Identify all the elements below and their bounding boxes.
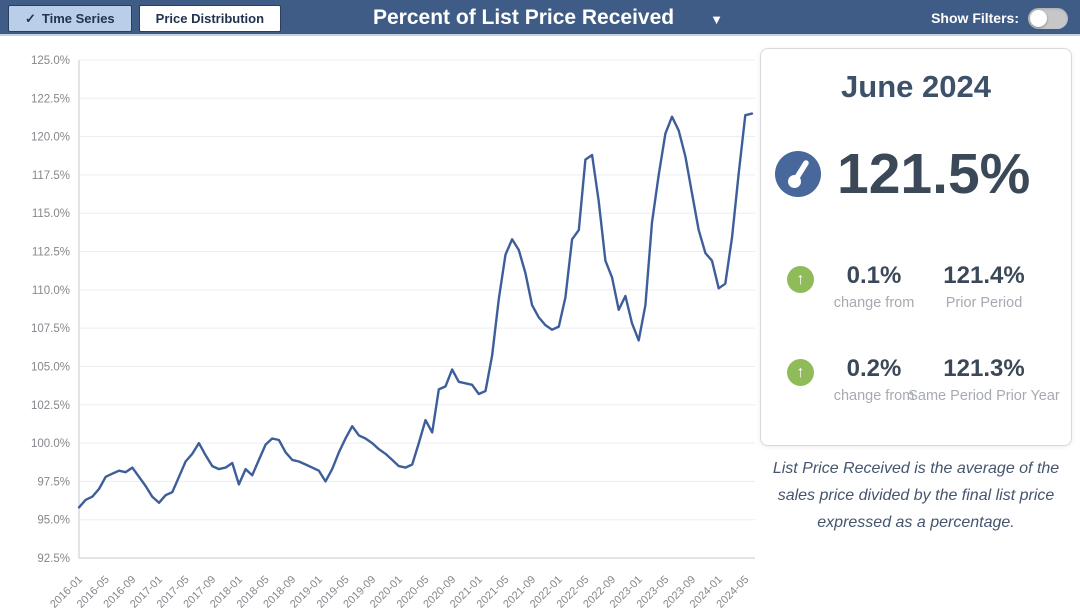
- svg-text:120.0%: 120.0%: [31, 132, 70, 144]
- compare-label: Same Period Prior Year: [908, 388, 1060, 404]
- filters-group: Show Filters:: [931, 0, 1068, 36]
- tab-price-distribution-label: Price Distribution: [155, 11, 265, 26]
- svg-text:117.5%: 117.5%: [32, 170, 70, 182]
- change-column: 0.2% change from: [817, 355, 931, 406]
- svg-text:95.0%: 95.0%: [37, 515, 70, 527]
- change-label: change from: [833, 388, 915, 404]
- compare-value: 121.3%: [943, 355, 1025, 382]
- svg-text:115.0%: 115.0%: [32, 208, 70, 220]
- svg-text:122.5%: 122.5%: [31, 93, 70, 105]
- svg-text:92.5%: 92.5%: [37, 553, 70, 565]
- compare-label: Prior Period: [945, 295, 1023, 311]
- change-column: 0.1% change from: [817, 262, 931, 313]
- svg-text:97.5%: 97.5%: [37, 476, 70, 488]
- change-value: 0.2%: [846, 355, 902, 382]
- up-arrow-icon: ↑: [787, 266, 814, 293]
- compare-column: 121.4% Prior Period: [903, 262, 1065, 313]
- show-filters-toggle[interactable]: [1028, 7, 1068, 29]
- svg-text:125.0%: 125.0%: [31, 55, 70, 67]
- svg-text:110.0%: 110.0%: [32, 285, 70, 297]
- gauge-icon: [775, 151, 821, 197]
- tab-price-distribution[interactable]: Price Distribution: [138, 5, 282, 32]
- chart-type-tabs: ✓ Time Series Price Distribution: [8, 5, 282, 32]
- chevron-down-icon[interactable]: ▼: [710, 11, 724, 27]
- tab-time-series[interactable]: ✓ Time Series: [8, 5, 132, 32]
- current-value-row: 121.5%: [761, 141, 1071, 207]
- title-group: Percent of List Price Received ▼: [373, 0, 723, 36]
- tab-time-series-label: Time Series: [41, 11, 115, 26]
- svg-text:100.0%: 100.0%: [31, 438, 70, 450]
- header-bar: ✓ Time Series Price Distribution Percent…: [0, 0, 1080, 36]
- page-title: Percent of List Price Received: [372, 6, 675, 29]
- change-value: 0.1%: [846, 262, 902, 289]
- change-label: change from: [833, 295, 915, 311]
- current-value: 121.5%: [837, 142, 1031, 206]
- stat-row-prior-year: ↑ 0.2% change from 121.3% Same Period Pr…: [761, 355, 1071, 441]
- stat-row-prior-period: ↑ 0.1% change from 121.4% Prior Period: [761, 262, 1071, 348]
- svg-text:105.0%: 105.0%: [31, 361, 70, 373]
- metric-description: List Price Received is the average of th…: [772, 460, 1060, 532]
- summary-card: June 2024 121.5% ↑ 0.1% change from 121.…: [760, 48, 1072, 446]
- compare-column: 121.3% Same Period Prior Year: [903, 355, 1065, 406]
- show-filters-label: Show Filters:: [931, 10, 1019, 26]
- svg-text:102.5%: 102.5%: [31, 400, 70, 412]
- svg-text:112.5%: 112.5%: [32, 247, 70, 259]
- chart-svg: 125.0% 122.5% 120.0% 117.5% 115.0% 112.5% 110.…: [31, 55, 755, 611]
- up-arrow-icon: ↑: [787, 359, 814, 386]
- line-chart[interactable]: 125.0% 122.5% 120.0% 117.5% 115.0% 112.5% 110.…: [0, 45, 760, 616]
- svg-text:107.5%: 107.5%: [31, 323, 70, 335]
- compare-value: 121.4%: [943, 262, 1025, 289]
- toggle-knob: [1030, 9, 1047, 27]
- summary-period: June 2024: [841, 69, 991, 104]
- check-icon: ✓: [25, 10, 36, 26]
